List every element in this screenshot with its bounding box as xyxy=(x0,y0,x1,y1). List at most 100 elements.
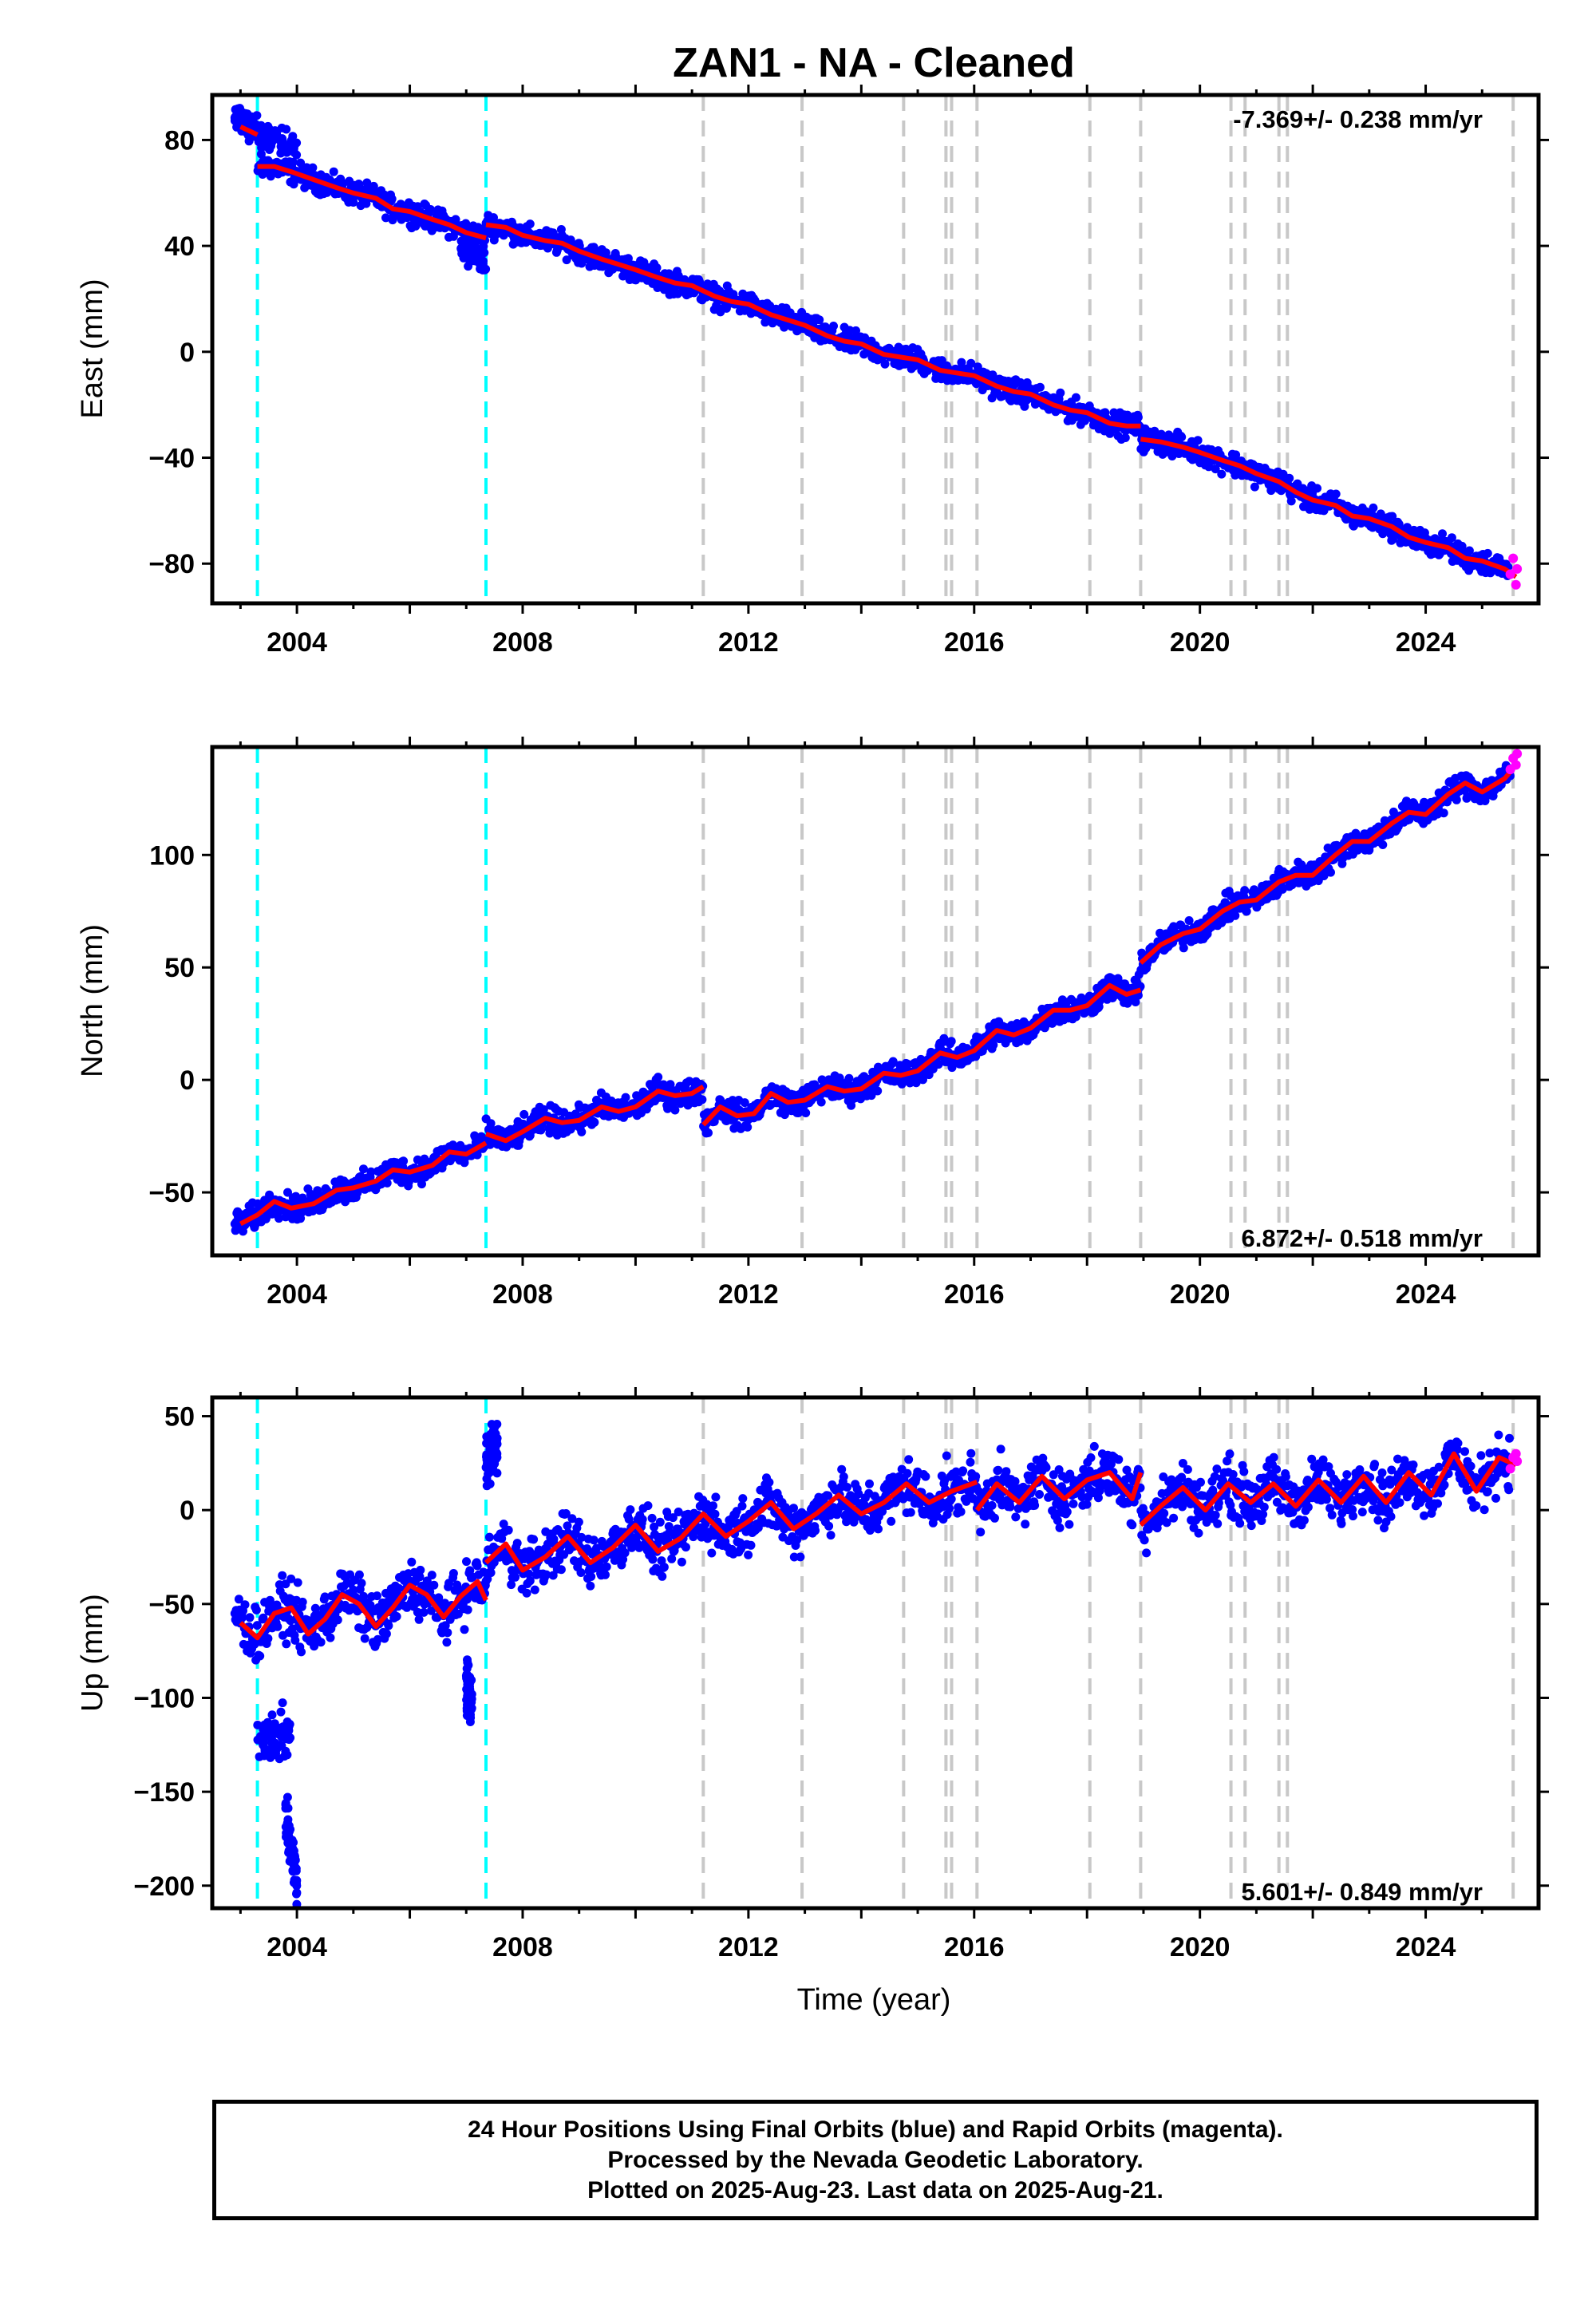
up-panel: 2004 2008 2012 2016 2020 2024−200−150−100−500… xyxy=(76,1387,1549,1962)
up-point xyxy=(556,1565,566,1575)
north-point xyxy=(835,1073,844,1083)
up-point xyxy=(349,1585,358,1595)
north-point xyxy=(946,1037,956,1046)
east-model-line xyxy=(239,124,259,137)
north-point xyxy=(989,1040,998,1049)
east-point xyxy=(815,315,824,325)
up-point xyxy=(263,1634,273,1643)
north-point xyxy=(275,1214,283,1223)
east-point xyxy=(1193,436,1203,445)
north-x-tick-label: 2016 xyxy=(944,1279,1005,1310)
up-point xyxy=(286,1574,296,1583)
east-point xyxy=(1120,433,1130,442)
up-point xyxy=(677,1557,686,1567)
north-rate-label: 6.872+/- 0.518 mm/yr xyxy=(1242,1224,1483,1252)
east-panel: 2004 2008 2012 2016 2020 2024−80−4004080East … xyxy=(76,85,1549,658)
east-point xyxy=(1056,388,1065,397)
east-point xyxy=(1250,482,1259,492)
up-point xyxy=(297,1647,306,1657)
up-point xyxy=(586,1581,595,1591)
north-y-tick-label: −50 xyxy=(148,1178,195,1208)
north-x-tick-label: 2012 xyxy=(718,1279,779,1310)
up-point xyxy=(796,1552,805,1562)
east-frame xyxy=(210,93,1541,606)
up-point xyxy=(415,1572,425,1582)
up-point xyxy=(442,1638,452,1647)
up-point xyxy=(460,1625,469,1634)
east-point xyxy=(1369,503,1378,512)
north-point xyxy=(366,1167,376,1176)
up-point xyxy=(462,1557,471,1567)
north-point xyxy=(519,1109,529,1119)
up-point xyxy=(293,1578,302,1587)
north-model-line xyxy=(239,1140,488,1227)
up-point xyxy=(681,1543,690,1552)
up-point xyxy=(601,1570,610,1579)
up-point xyxy=(709,1501,717,1511)
east-point xyxy=(1071,393,1080,402)
east-point xyxy=(525,219,535,229)
up-point xyxy=(587,1572,596,1581)
north-point xyxy=(359,1164,368,1174)
up-point xyxy=(563,1521,572,1531)
east-point xyxy=(652,263,662,272)
east-point xyxy=(1447,533,1456,543)
north-y-tick-label: 50 xyxy=(164,953,195,983)
up-point xyxy=(429,1580,439,1590)
north-y-axis-label: North (mm) xyxy=(76,924,109,1077)
up-point xyxy=(310,1603,320,1613)
east-point xyxy=(1438,529,1447,539)
east-point xyxy=(426,205,436,214)
up-point xyxy=(360,1634,369,1643)
north-point xyxy=(844,1073,854,1083)
up-point xyxy=(414,1614,424,1624)
up-point xyxy=(689,1532,698,1542)
east-point xyxy=(1217,469,1227,479)
up-point xyxy=(290,1635,300,1645)
up-point xyxy=(298,1597,307,1607)
up-point xyxy=(650,1522,659,1531)
up-point xyxy=(251,1605,261,1614)
east-point xyxy=(282,124,291,134)
north-model-line xyxy=(1139,763,1519,965)
up-point xyxy=(711,1492,721,1502)
up-point xyxy=(674,1508,683,1516)
east-point xyxy=(349,198,358,207)
east-rapid-orbit-point xyxy=(1511,579,1521,590)
up-point xyxy=(567,1514,577,1524)
north-point xyxy=(1278,884,1287,894)
east-point xyxy=(673,289,682,298)
east-point xyxy=(1388,512,1397,521)
east-model-line xyxy=(485,222,1141,429)
up-point xyxy=(238,1613,247,1622)
east-model-line xyxy=(257,164,487,241)
up-point xyxy=(497,1534,507,1543)
east-model-line xyxy=(1140,437,1518,579)
north-point xyxy=(399,1156,409,1166)
east-rapid-orbit-point xyxy=(1512,563,1523,574)
north-point xyxy=(621,1093,630,1102)
up-point xyxy=(484,1532,494,1542)
north-point xyxy=(1452,795,1461,804)
east-x-tick-label: 2020 xyxy=(1170,627,1231,658)
east-point xyxy=(489,213,498,223)
north-point xyxy=(654,1073,663,1082)
up-point xyxy=(789,1552,799,1562)
north-point xyxy=(801,1109,811,1117)
east-point xyxy=(499,231,508,240)
east-point xyxy=(1177,433,1187,442)
north-point xyxy=(780,1110,789,1120)
up-point xyxy=(265,1595,275,1605)
east-y-tick-label: 40 xyxy=(164,231,195,262)
east-point xyxy=(281,141,290,151)
up-point xyxy=(499,1520,508,1529)
east-point xyxy=(1331,489,1341,499)
up-point xyxy=(252,1621,262,1630)
north-x-tick-label: 2020 xyxy=(1170,1279,1231,1310)
up-point xyxy=(413,1607,422,1617)
east-point xyxy=(381,213,390,223)
up-point xyxy=(648,1555,658,1564)
north-frame xyxy=(210,745,1541,1258)
east-point xyxy=(1133,413,1143,422)
up-point xyxy=(486,1568,496,1578)
